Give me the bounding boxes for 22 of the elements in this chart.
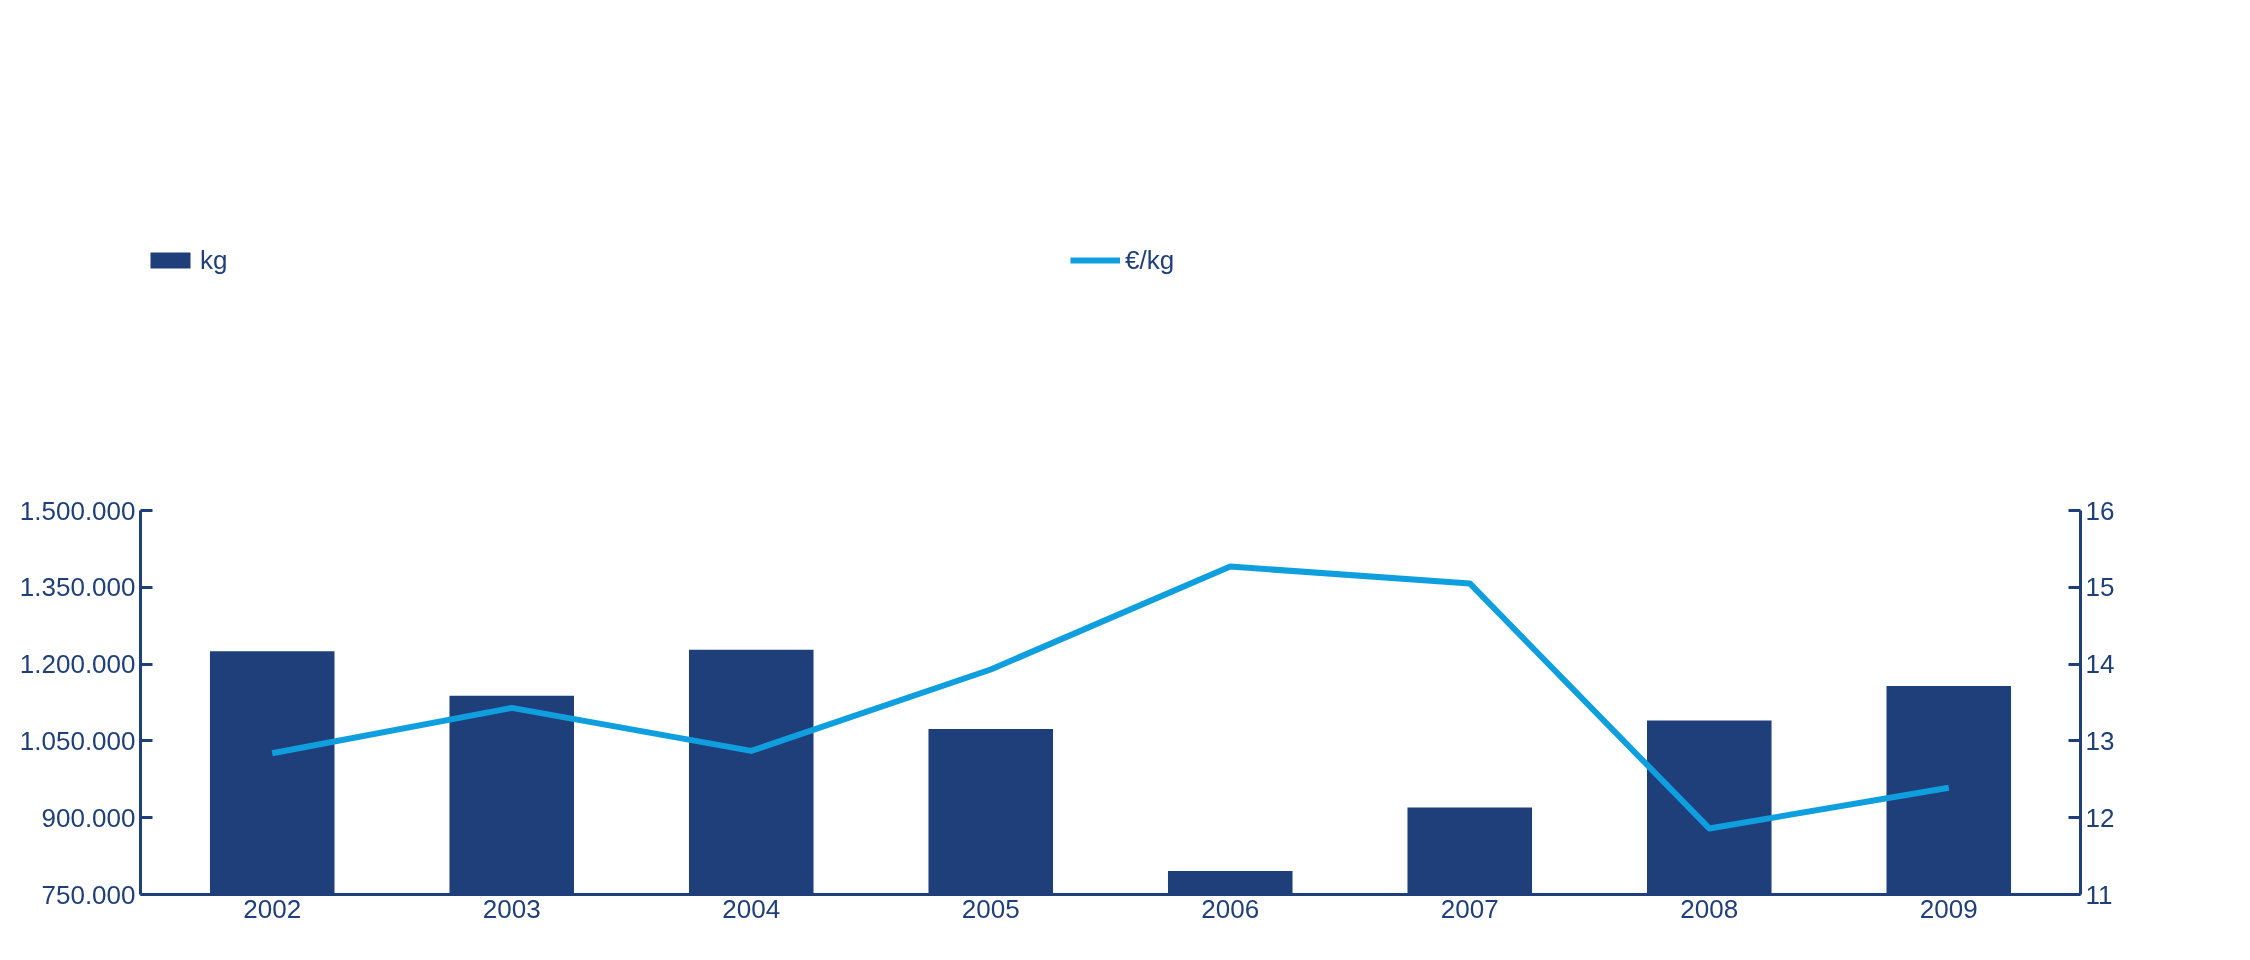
x-tick-label: 2003 [482,893,541,924]
x-tick-label: 2006 [1201,893,1260,924]
y2-tick-label: 14 [2085,649,2115,680]
x-tick-label: 2008 [1680,893,1739,924]
x-tick-label: 2005 [961,893,1020,924]
y2-tick-label: 12 [2085,802,2115,833]
y-tick-label: 1.050.000 [19,725,136,756]
legend-label: kg [200,244,229,276]
x-tick-label: 2002 [243,893,302,924]
y-tick-label: 1.500.000 [19,495,136,526]
y-tick-label: 750.000 [41,879,136,910]
x-tick-label: 2009 [1919,893,1978,924]
y-tick-label: 1.350.000 [19,572,136,603]
y2-tick-label: 11 [2085,879,2113,910]
y2-tick-label: 13 [2085,725,2115,756]
y2-tick-label: 16 [2085,495,2115,526]
legend-label: €/kg [1125,244,1176,276]
y-tick-label: 1.200.000 [19,649,136,680]
y2-tick-label: 15 [2085,572,2115,603]
x-tick-label: 2007 [1440,893,1499,924]
x-tick-label: 2004 [722,893,781,924]
y-tick-label: 900.000 [41,802,136,833]
